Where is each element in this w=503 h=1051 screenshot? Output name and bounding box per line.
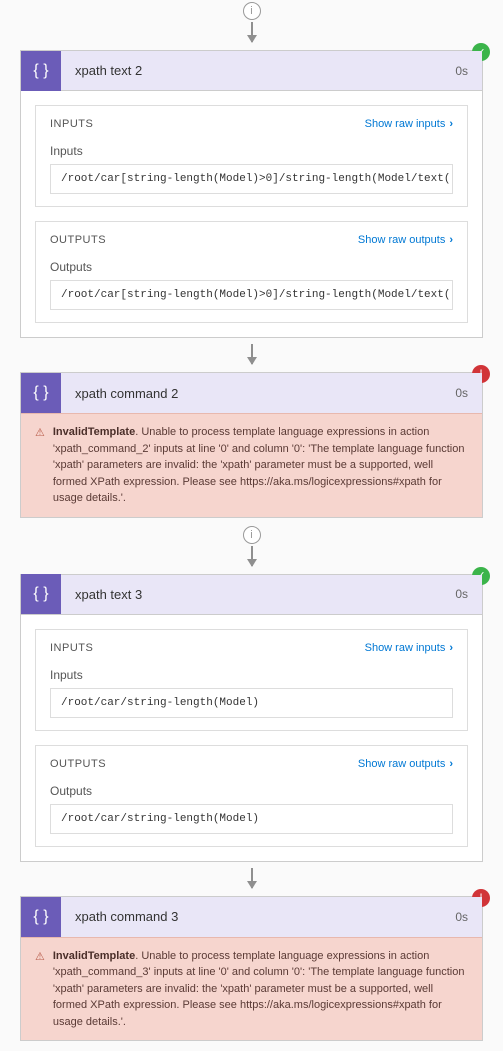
- flow-container: i ✓ { } xpath text 2 0s INPUTS Show raw …: [0, 0, 503, 1047]
- chevron-right-icon: ›: [449, 642, 453, 654]
- outputs-section: OUTPUTS Show raw outputs › Outputs /root…: [35, 221, 468, 323]
- action-title: xpath command 3: [61, 909, 455, 924]
- info-icon[interactable]: i: [243, 526, 261, 544]
- action-header[interactable]: { } xpath command 2 0s: [21, 373, 482, 413]
- chevron-right-icon: ›: [449, 118, 453, 130]
- show-raw-inputs-link[interactable]: Show raw inputs ›: [365, 118, 453, 130]
- outputs-field-label: Outputs: [50, 260, 453, 274]
- action-card-xpath-command-2: ! { } xpath command 2 0s ⚠ InvalidTempla…: [20, 372, 483, 518]
- connector-arrow: [251, 868, 253, 888]
- error-text: InvalidTemplate. Unable to process templ…: [53, 424, 468, 507]
- action-header[interactable]: { } xpath command 3 0s: [21, 897, 482, 937]
- inputs-label: INPUTS: [50, 118, 93, 130]
- warning-icon: ⚠: [35, 949, 45, 1031]
- connector-arrow: [251, 546, 253, 566]
- action-title: xpath command 2: [61, 386, 455, 401]
- chevron-right-icon: ›: [449, 758, 453, 770]
- action-body: INPUTS Show raw inputs › Inputs /root/ca…: [21, 615, 482, 861]
- outputs-value[interactable]: /root/car[string-length(Model)>0]/string…: [50, 280, 453, 310]
- code-braces-icon: { }: [21, 373, 61, 413]
- connector-arrow: [251, 22, 253, 42]
- error-message: ⚠ InvalidTemplate. Unable to process tem…: [21, 937, 482, 1041]
- action-card-xpath-command-3: ! { } xpath command 3 0s ⚠ InvalidTempla…: [20, 896, 483, 1042]
- inputs-section: INPUTS Show raw inputs › Inputs /root/ca…: [35, 105, 468, 207]
- show-raw-outputs-link[interactable]: Show raw outputs ›: [358, 758, 453, 770]
- error-message: ⚠ InvalidTemplate. Unable to process tem…: [21, 413, 482, 517]
- show-raw-outputs-text: Show raw outputs: [358, 234, 445, 246]
- code-braces-icon: { }: [21, 897, 61, 937]
- code-braces-icon: { }: [21, 574, 61, 614]
- outputs-value[interactable]: /root/car/string-length(Model): [50, 804, 453, 834]
- inputs-field-label: Inputs: [50, 668, 453, 682]
- outputs-section: OUTPUTS Show raw outputs › Outputs /root…: [35, 745, 468, 847]
- inputs-label: INPUTS: [50, 642, 93, 654]
- error-text: InvalidTemplate. Unable to process templ…: [53, 948, 468, 1031]
- inputs-value[interactable]: /root/car/string-length(Model): [50, 688, 453, 718]
- outputs-field-label: Outputs: [50, 784, 453, 798]
- action-title: xpath text 3: [61, 587, 455, 602]
- warning-icon: ⚠: [35, 425, 45, 507]
- connector-arrow: [251, 344, 253, 364]
- outputs-label: OUTPUTS: [50, 758, 106, 770]
- info-icon[interactable]: i: [243, 2, 261, 20]
- show-raw-inputs-text: Show raw inputs: [365, 642, 446, 654]
- action-card-xpath-text-2: ✓ { } xpath text 2 0s INPUTS Show raw in…: [20, 50, 483, 338]
- action-duration: 0s: [455, 386, 482, 400]
- show-raw-inputs-link[interactable]: Show raw inputs ›: [365, 642, 453, 654]
- action-card-xpath-text-3: ✓ { } xpath text 3 0s INPUTS Show raw in…: [20, 574, 483, 862]
- outputs-label: OUTPUTS: [50, 234, 106, 246]
- show-raw-inputs-text: Show raw inputs: [365, 118, 446, 130]
- action-body: INPUTS Show raw inputs › Inputs /root/ca…: [21, 91, 482, 337]
- action-title: xpath text 2: [61, 63, 455, 78]
- action-header[interactable]: { } xpath text 2 0s: [21, 51, 482, 91]
- show-raw-outputs-text: Show raw outputs: [358, 758, 445, 770]
- inputs-value[interactable]: /root/car[string-length(Model)>0]/string…: [50, 164, 453, 194]
- action-duration: 0s: [455, 64, 482, 78]
- inputs-field-label: Inputs: [50, 144, 453, 158]
- action-duration: 0s: [455, 910, 482, 924]
- chevron-right-icon: ›: [449, 234, 453, 246]
- action-duration: 0s: [455, 587, 482, 601]
- show-raw-outputs-link[interactable]: Show raw outputs ›: [358, 234, 453, 246]
- code-braces-icon: { }: [21, 51, 61, 91]
- action-header[interactable]: { } xpath text 3 0s: [21, 575, 482, 615]
- inputs-section: INPUTS Show raw inputs › Inputs /root/ca…: [35, 629, 468, 731]
